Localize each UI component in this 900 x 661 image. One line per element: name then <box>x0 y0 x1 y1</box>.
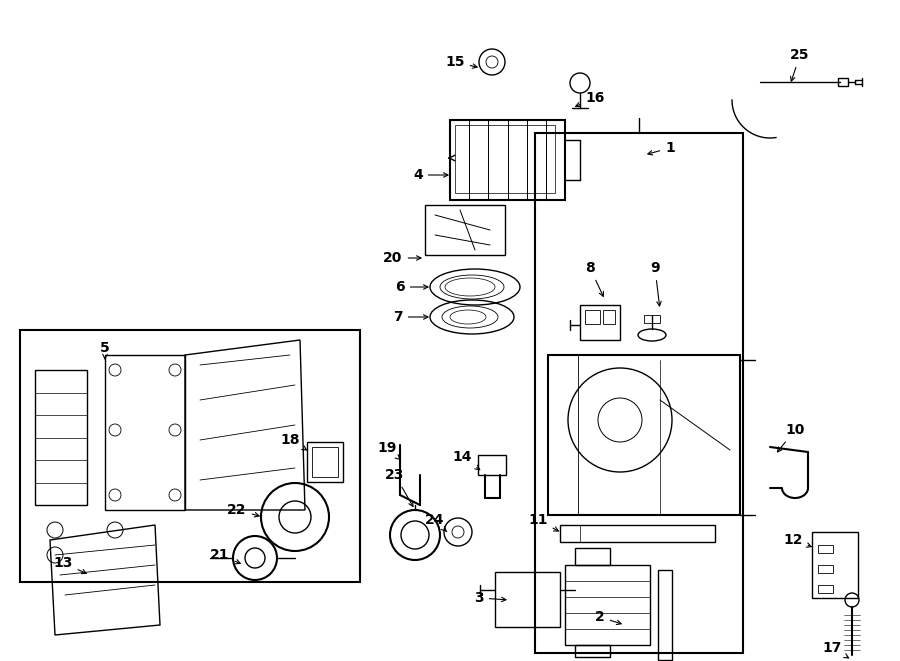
Bar <box>450 120 565 200</box>
Bar <box>35 370 87 505</box>
Bar <box>603 310 615 324</box>
Bar <box>812 532 858 598</box>
Bar <box>548 355 578 515</box>
Bar <box>495 572 560 627</box>
Text: 11: 11 <box>528 513 559 531</box>
Text: 7: 7 <box>393 310 428 324</box>
Bar <box>312 447 338 477</box>
Bar <box>535 133 743 653</box>
Text: 3: 3 <box>474 591 506 605</box>
Bar <box>478 455 506 475</box>
Bar <box>455 125 555 193</box>
Bar <box>105 355 185 510</box>
Text: 10: 10 <box>778 423 805 452</box>
Bar <box>585 310 600 324</box>
Bar <box>565 565 650 645</box>
Bar <box>575 548 610 565</box>
Bar <box>818 585 833 593</box>
Text: 14: 14 <box>452 450 480 470</box>
Text: 5: 5 <box>100 341 110 359</box>
Bar <box>307 442 343 482</box>
Bar <box>818 565 833 573</box>
Text: 9: 9 <box>650 261 662 306</box>
Text: 12: 12 <box>783 533 811 547</box>
Text: 23: 23 <box>385 468 413 506</box>
Bar <box>580 305 620 340</box>
Text: 2: 2 <box>595 610 621 625</box>
Text: 24: 24 <box>425 513 446 531</box>
Text: 21: 21 <box>211 548 240 564</box>
Text: 17: 17 <box>823 641 849 658</box>
Bar <box>20 330 360 582</box>
Text: 20: 20 <box>383 251 421 265</box>
Text: 25: 25 <box>790 48 810 81</box>
Text: 13: 13 <box>53 556 86 574</box>
Text: 16: 16 <box>576 91 605 106</box>
Bar <box>560 525 715 542</box>
Bar <box>644 315 660 323</box>
Text: 6: 6 <box>395 280 428 294</box>
Text: 22: 22 <box>227 503 259 517</box>
Text: 19: 19 <box>377 441 400 459</box>
Bar <box>838 78 848 86</box>
Bar <box>818 545 833 553</box>
Bar <box>658 570 672 660</box>
Bar <box>575 645 610 657</box>
Text: 18: 18 <box>280 433 307 450</box>
Bar <box>548 355 740 515</box>
Bar <box>425 205 505 255</box>
Text: 1: 1 <box>648 141 675 155</box>
Text: 15: 15 <box>446 55 477 69</box>
Text: 8: 8 <box>585 261 603 296</box>
Text: 4: 4 <box>413 168 448 182</box>
